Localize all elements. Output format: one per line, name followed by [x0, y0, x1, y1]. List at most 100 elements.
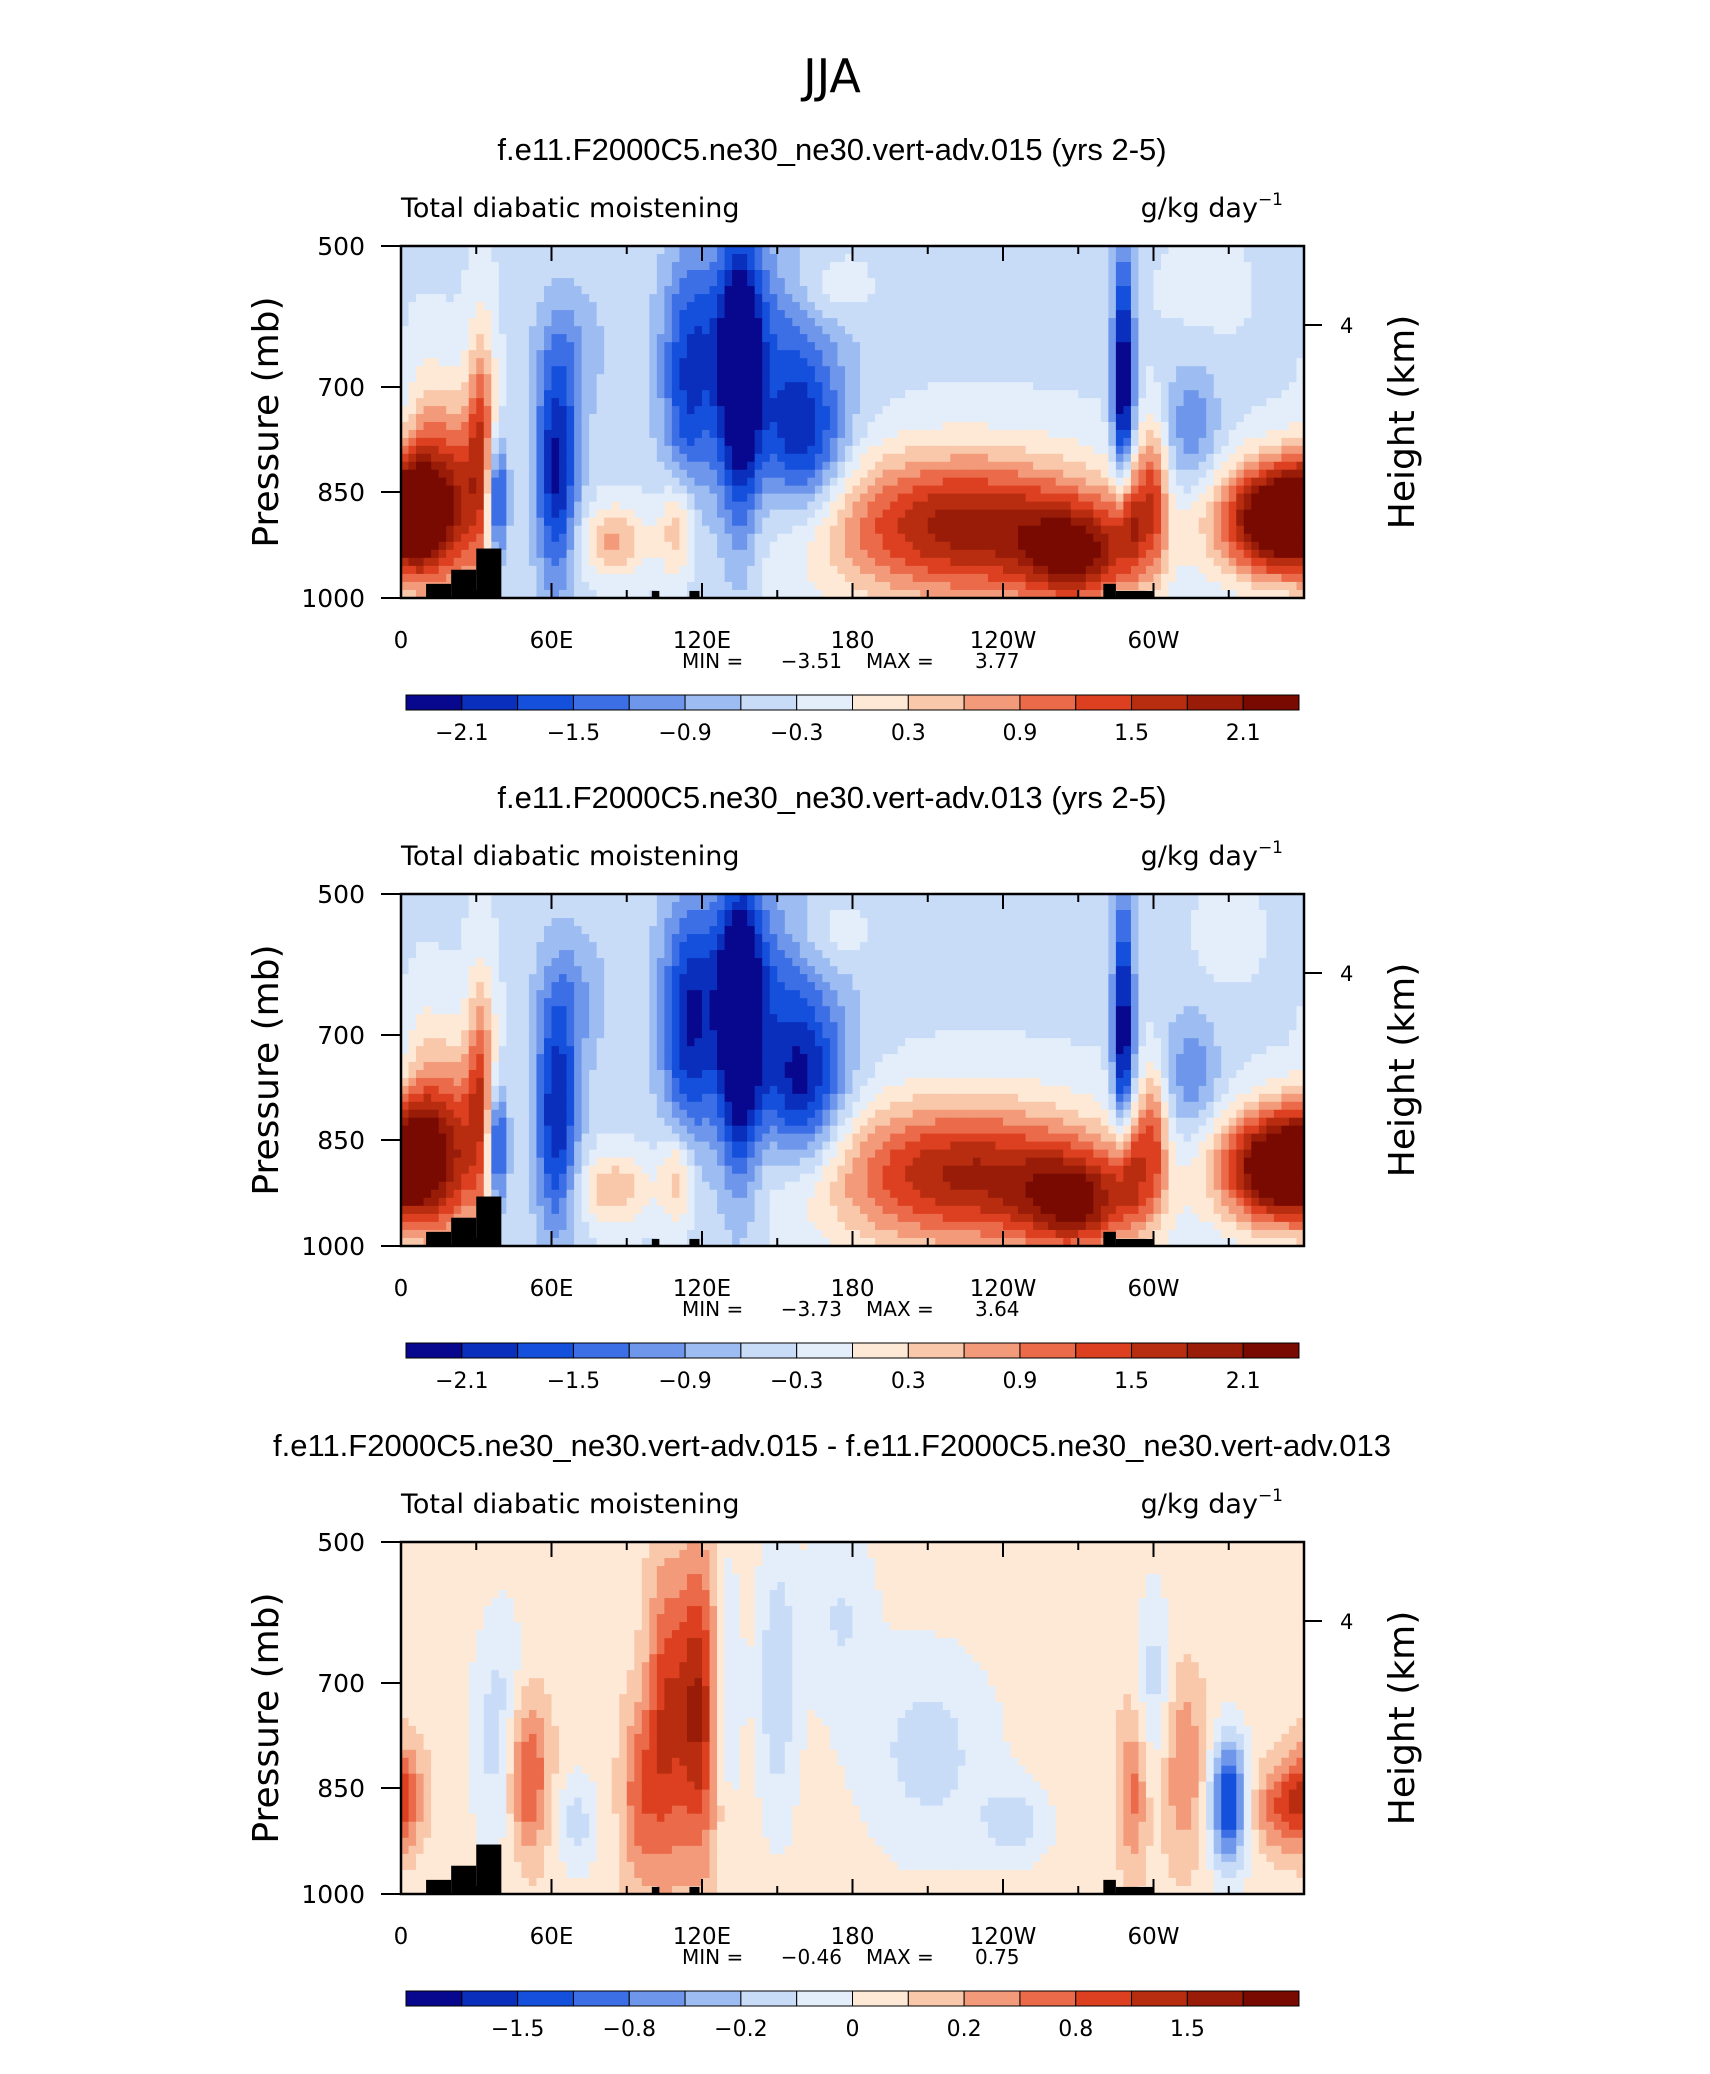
heatmap-cell: [679, 246, 688, 255]
heatmap-cell: [1130, 477, 1140, 487]
heatmap-cell: [709, 310, 718, 319]
heatmap-cell: [401, 254, 410, 263]
heatmap-cell: [641, 302, 650, 311]
heatmap-cell: [543, 565, 553, 575]
heatmap-cell: [498, 541, 507, 551]
heatmap-cell: [649, 398, 658, 407]
heatmap-cell: [1085, 501, 1094, 511]
heatmap-cell: [875, 398, 884, 407]
heatmap-cell: [438, 501, 447, 511]
heatmap-cell: [852, 573, 861, 583]
heatmap-cell: [694, 422, 703, 431]
heatmap-cell: [709, 302, 718, 311]
heatmap-cell: [1108, 350, 1117, 359]
heatmap-cell: [1010, 422, 1019, 431]
heatmap-cell: [799, 334, 808, 343]
heatmap-cell: [528, 262, 538, 271]
heatmap-cell: [747, 525, 756, 535]
panel-title: f.e11.F2000C5.ne30_ne30.vert-adv.015 (yr…: [497, 132, 1166, 167]
heatmap-cell: [543, 429, 553, 439]
heatmap-cell: [446, 406, 455, 415]
heatmap-cell: [852, 485, 861, 495]
heatmap-cell: [604, 390, 613, 399]
heatmap-cell: [987, 342, 997, 351]
heatmap-cell: [1063, 437, 1072, 447]
heatmap-cell: [987, 565, 997, 575]
heatmap-cell: [799, 374, 808, 383]
heatmap-cell: [777, 390, 786, 399]
heatmap-cell: [1288, 278, 1298, 287]
heatmap-cell: [1296, 326, 1304, 335]
heatmap-cell: [1281, 294, 1290, 303]
heatmap-cell: [619, 533, 628, 543]
heatmap-cell: [536, 398, 545, 407]
heatmap-cell: [1288, 493, 1298, 503]
heatmap-cell: [1296, 414, 1304, 423]
heatmap-cell: [1078, 358, 1087, 367]
heatmap-cell: [1176, 302, 1185, 311]
heatmap-cell: [912, 326, 921, 335]
heatmap-cell: [980, 270, 989, 279]
heatmap-cell: [920, 541, 929, 551]
heatmap-cell: [664, 342, 673, 351]
heatmap-cell: [649, 437, 658, 447]
heatmap-cell: [1130, 390, 1140, 399]
heatmap-cell: [1228, 310, 1237, 319]
heatmap-cell: [604, 270, 613, 279]
heatmap-cell: [1138, 414, 1147, 423]
heatmap-cell: [1085, 326, 1094, 335]
heatmap-cell: [1040, 533, 1049, 543]
heatmap-cell: [1018, 262, 1027, 271]
heatmap-cell: [829, 469, 839, 479]
heatmap-cell: [852, 525, 861, 535]
heatmap-cell: [972, 310, 982, 319]
heatmap-cell: [1296, 461, 1304, 471]
heatmap-cell: [423, 429, 432, 439]
heatmap-cell: [852, 501, 861, 511]
heatmap-cell: [566, 254, 575, 263]
heatmap-cell: [1055, 485, 1064, 495]
heatmap-cell: [747, 541, 756, 551]
heatmap-cell: [468, 477, 477, 487]
heatmap-cell: [1183, 390, 1192, 399]
heatmap-cell: [468, 326, 477, 335]
heatmap-cell: [732, 246, 741, 255]
heatmap-cell: [1161, 326, 1170, 335]
heatmap-cell: [1258, 525, 1267, 535]
heatmap-cell: [1228, 318, 1237, 327]
heatmap-cell: [1085, 565, 1094, 575]
heatmap-cell: [649, 406, 658, 415]
heatmap-cell: [717, 429, 726, 439]
heatmap-cell: [1266, 437, 1275, 447]
heatmap-cell: [1251, 477, 1260, 487]
heatmap-cell: [423, 565, 432, 575]
heatmap-cell: [1033, 374, 1042, 383]
heatmap-cell: [626, 350, 635, 359]
heatmap-cell: [799, 286, 808, 295]
heatmap-cell: [438, 414, 447, 423]
heatmap-cell: [1100, 565, 1109, 575]
heatmap-cell: [528, 461, 538, 471]
heatmap-cell: [1018, 453, 1027, 463]
heatmap-cell: [792, 326, 801, 335]
heatmap-cell: [1115, 390, 1125, 399]
heatmap-cell: [566, 406, 575, 415]
heatmap-cell: [1228, 549, 1237, 559]
heatmap-cell: [867, 286, 876, 295]
heatmap-cell: [476, 278, 485, 287]
heatmap-cell: [423, 461, 432, 471]
heatmap-cell: [1228, 350, 1237, 359]
heatmap-cell: [837, 270, 846, 279]
heatmap-cell: [1093, 549, 1102, 559]
heatmap-cell: [581, 398, 590, 407]
heatmap-cell: [1198, 445, 1207, 455]
heatmap-cell: [1048, 278, 1057, 287]
heatmap-cell: [799, 437, 808, 447]
heatmap-cell: [875, 509, 884, 519]
heatmap-cell: [747, 501, 756, 511]
heatmap-cell: [536, 453, 545, 463]
heatmap-cell: [1018, 565, 1027, 575]
heatmap-cell: [837, 453, 846, 463]
heatmap-cell: [1108, 310, 1117, 319]
heatmap-cell: [717, 541, 726, 551]
